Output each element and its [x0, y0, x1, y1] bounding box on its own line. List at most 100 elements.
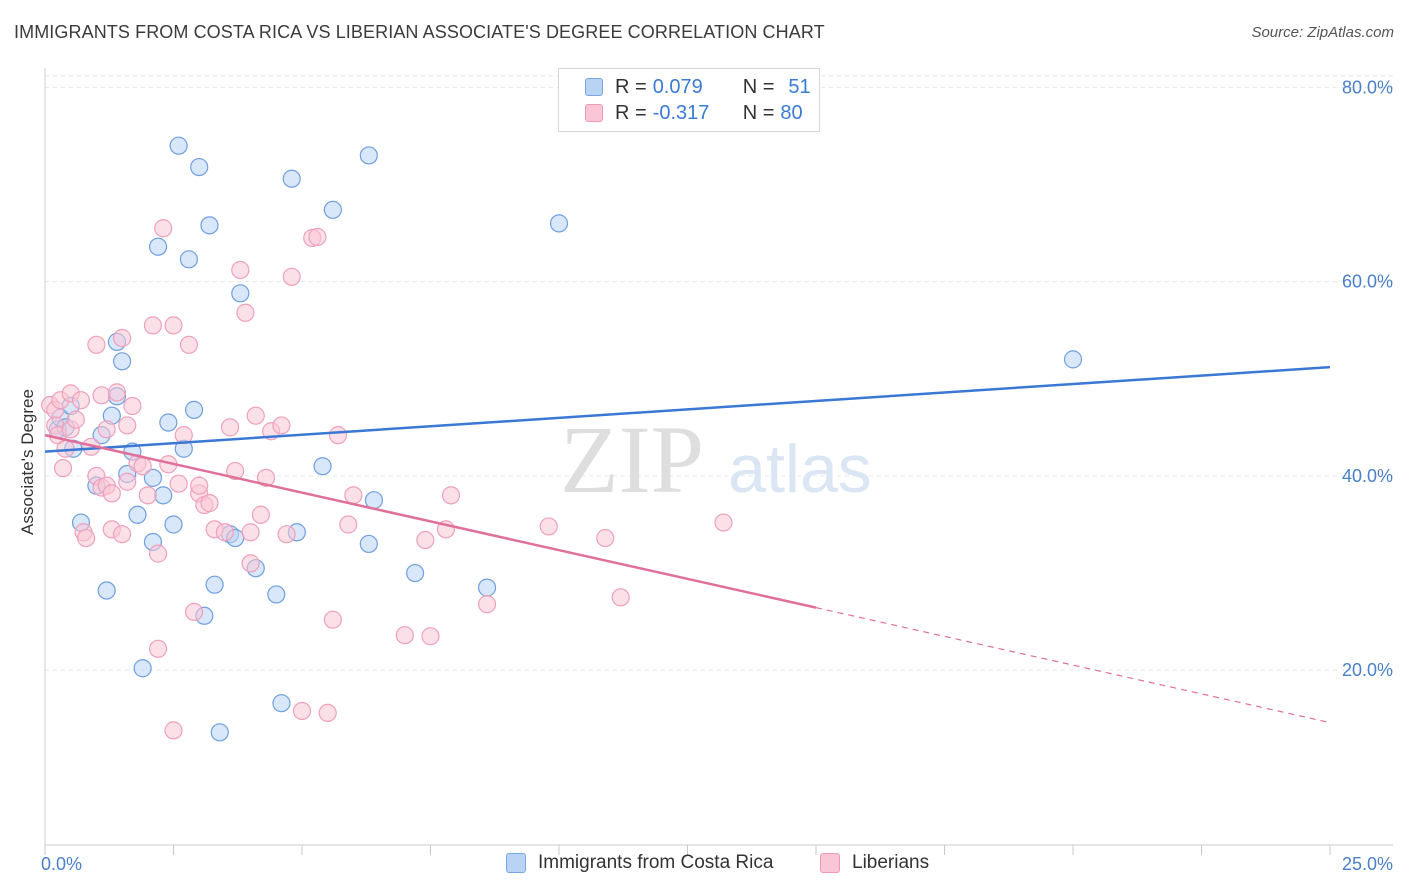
- series-legend-label-liberians: Liberians: [852, 852, 930, 873]
- point-liberians[interactable]: [133, 457, 152, 476]
- point-liberians[interactable]: [87, 335, 106, 354]
- point-liberians[interactable]: [148, 544, 168, 563]
- trend-line-costa-rica: [44, 365, 1331, 453]
- point-liberians[interactable]: [184, 602, 204, 622]
- point-costa-rica[interactable]: [405, 563, 425, 583]
- point-liberians[interactable]: [277, 525, 296, 544]
- point-costa-rica[interactable]: [359, 146, 378, 165]
- legend-r-label: R =: [615, 75, 647, 98]
- point-costa-rica[interactable]: [154, 486, 173, 505]
- point-liberians[interactable]: [421, 627, 440, 646]
- point-liberians[interactable]: [246, 406, 265, 425]
- point-liberians[interactable]: [241, 523, 260, 542]
- point-liberians[interactable]: [164, 721, 183, 740]
- point-liberians[interactable]: [256, 468, 276, 487]
- point-costa-rica[interactable]: [169, 136, 188, 155]
- point-costa-rica[interactable]: [272, 694, 291, 713]
- point-costa-rica[interactable]: [190, 157, 209, 177]
- point-liberians[interactable]: [308, 227, 327, 247]
- point-liberians[interactable]: [112, 525, 132, 544]
- point-liberians[interactable]: [344, 486, 363, 505]
- point-liberians[interactable]: [200, 494, 219, 513]
- point-liberians[interactable]: [107, 383, 127, 402]
- point-costa-rica[interactable]: [200, 216, 219, 235]
- point-liberians[interactable]: [102, 484, 121, 503]
- point-liberians[interactable]: [236, 303, 255, 322]
- point-costa-rica[interactable]: [282, 169, 301, 188]
- point-liberians[interactable]: [77, 528, 96, 548]
- point-liberians[interactable]: [164, 316, 183, 335]
- point-liberians[interactable]: [97, 420, 116, 439]
- point-liberians[interactable]: [272, 416, 291, 435]
- point-liberians[interactable]: [395, 626, 414, 645]
- point-liberians[interactable]: [611, 588, 630, 607]
- point-liberians[interactable]: [190, 476, 209, 495]
- point-liberians[interactable]: [66, 410, 85, 429]
- point-liberians[interactable]: [53, 459, 73, 478]
- point-liberians[interactable]: [71, 391, 91, 410]
- point-liberians[interactable]: [328, 426, 348, 445]
- point-costa-rica[interactable]: [477, 578, 497, 597]
- point-costa-rica[interactable]: [128, 505, 147, 524]
- series-legend-item-liberians[interactable]: Liberians: [820, 852, 929, 874]
- series-legend: Immigrants from Costa Rica Liberians: [0, 852, 1406, 878]
- point-liberians[interactable]: [138, 486, 157, 505]
- point-liberians[interactable]: [231, 260, 250, 280]
- point-costa-rica[interactable]: [359, 534, 378, 554]
- point-liberians[interactable]: [169, 474, 188, 493]
- series-legend-item-costa-rica[interactable]: Immigrants from Costa Rica: [506, 852, 773, 874]
- y-tick-label: 80.0%: [1342, 77, 1393, 97]
- source-credit: Source: ZipAtlas.com: [1251, 24, 1394, 41]
- point-liberians[interactable]: [441, 486, 461, 505]
- point-costa-rica[interactable]: [184, 400, 204, 419]
- point-liberians[interactable]: [118, 472, 137, 491]
- point-costa-rica[interactable]: [313, 457, 332, 476]
- point-costa-rica[interactable]: [112, 352, 132, 371]
- point-liberians[interactable]: [339, 515, 358, 534]
- point-liberians[interactable]: [154, 219, 173, 238]
- point-liberians[interactable]: [241, 554, 260, 573]
- point-costa-rica[interactable]: [231, 284, 250, 303]
- point-costa-rica[interactable]: [323, 200, 342, 219]
- x-ticks: [44, 845, 1331, 855]
- point-costa-rica[interactable]: [133, 659, 152, 678]
- x-tick-label: 25.0%: [1342, 854, 1393, 874]
- point-costa-rica[interactable]: [159, 413, 178, 432]
- point-liberians[interactable]: [92, 386, 111, 405]
- point-costa-rica[interactable]: [205, 575, 224, 594]
- trend-line-liberians-extrapolated: [815, 607, 1331, 724]
- point-liberians[interactable]: [112, 328, 132, 348]
- point-costa-rica[interactable]: [164, 515, 183, 534]
- point-liberians[interactable]: [179, 335, 199, 354]
- point-liberians[interactable]: [596, 528, 615, 548]
- correlation-legend: R = 0.079 N = 51 R = -0.317 N = 80: [558, 68, 820, 132]
- point-liberians[interactable]: [292, 701, 312, 721]
- point-costa-rica[interactable]: [1063, 350, 1083, 369]
- point-liberians[interactable]: [416, 530, 435, 550]
- point-liberians[interactable]: [539, 517, 558, 536]
- point-costa-rica[interactable]: [143, 468, 163, 487]
- point-costa-rica[interactable]: [97, 581, 116, 600]
- point-liberians[interactable]: [215, 523, 234, 542]
- series-legend-swatch-costa-rica: [506, 853, 526, 873]
- point-liberians[interactable]: [226, 461, 245, 481]
- point-liberians[interactable]: [143, 316, 163, 335]
- point-liberians[interactable]: [148, 639, 168, 658]
- point-liberians[interactable]: [477, 595, 497, 614]
- point-liberians[interactable]: [282, 267, 301, 286]
- point-costa-rica[interactable]: [210, 723, 229, 742]
- legend-row-costa-rica: R = 0.079 N = 51: [585, 74, 811, 100]
- point-liberians[interactable]: [118, 416, 137, 435]
- point-liberians[interactable]: [323, 610, 342, 629]
- point-liberians[interactable]: [318, 703, 337, 723]
- point-liberians[interactable]: [714, 513, 733, 532]
- point-liberians[interactable]: [220, 418, 240, 437]
- x-tick-label: 0.0%: [41, 854, 82, 874]
- point-costa-rica[interactable]: [148, 237, 168, 256]
- point-liberians[interactable]: [251, 505, 270, 524]
- point-liberians[interactable]: [123, 396, 142, 416]
- point-costa-rica[interactable]: [179, 250, 199, 269]
- point-costa-rica[interactable]: [267, 585, 286, 604]
- point-costa-rica[interactable]: [549, 214, 569, 233]
- y-axis-label: Associate's Degree: [18, 389, 37, 535]
